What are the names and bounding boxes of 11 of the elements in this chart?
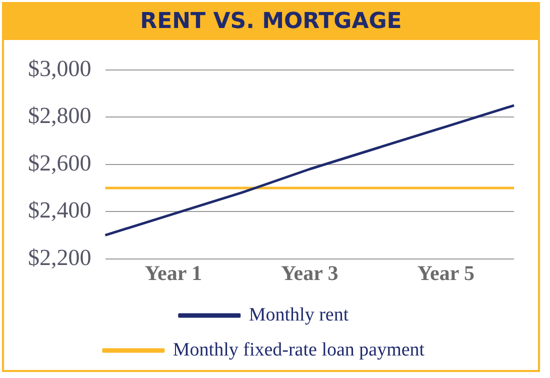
y-tick-label: $2,400 [28, 198, 92, 223]
x-tick-label: Year 1 [144, 260, 202, 285]
chart-title: RENT VS. MORTGAGE [4, 4, 538, 40]
x-tick-label: Year 3 [280, 260, 338, 285]
y-tick-label: $2,600 [28, 150, 92, 176]
x-tick-label: Year 5 [417, 260, 475, 285]
y-tick-label: $2,800 [28, 103, 92, 128]
y-tick-label: $2,200 [28, 244, 92, 270]
legend-label: Monthly rent [248, 304, 350, 326]
y-tick-label: $3,000 [28, 56, 92, 82]
legend-label: Monthly fixed-rate loan payment [172, 339, 426, 360]
